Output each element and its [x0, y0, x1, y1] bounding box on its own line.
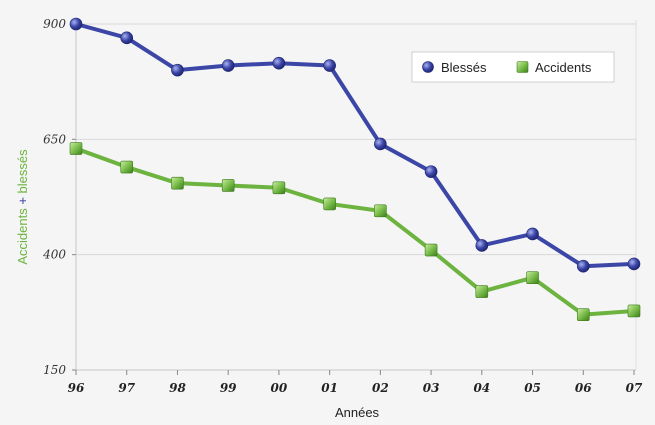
x-tick-label: 06 [575, 381, 592, 395]
legend-marker-accidents [516, 61, 529, 73]
data-point-accidents [272, 181, 286, 195]
grid [72, 20, 637, 375]
x-tick-label: 04 [473, 381, 490, 395]
data-point-blesses [272, 56, 286, 70]
y-axis-title-part: + [15, 193, 30, 208]
x-tick-label: 00 [271, 381, 288, 395]
y-tick-label: 900 [43, 17, 66, 31]
data-point-accidents [424, 243, 438, 257]
x-tick-label: 99 [220, 381, 237, 395]
data-point-blesses [69, 17, 83, 31]
y-axis-title: Accidents + blessés [15, 149, 30, 265]
data-point-accidents [475, 285, 489, 298]
data-point-blesses [374, 137, 387, 151]
x-tick-label: 96 [68, 381, 85, 395]
data-point-blesses [171, 63, 184, 77]
data-point-accidents [171, 176, 184, 190]
series [69, 17, 641, 321]
x-axis-title: Années [335, 405, 380, 420]
legend-label-accidents: Accidents [535, 60, 592, 75]
data-point-accidents [120, 160, 134, 174]
data-point-accidents [576, 308, 590, 321]
data-point-blesses [627, 257, 641, 271]
x-tick-label: 03 [423, 381, 440, 395]
series-line-blesses [75, 22, 635, 269]
data-point-blesses [424, 165, 438, 178]
data-point-blesses [120, 31, 134, 45]
x-tick-label: 02 [372, 381, 389, 395]
x-tick-label: 01 [321, 381, 338, 395]
legend: Blessés Accidents [411, 51, 615, 83]
y-axis-ticks: 150 400 650 900 [42, 17, 66, 377]
data-point-blesses [576, 259, 590, 273]
y-axis-title-part: blessés [15, 149, 30, 194]
data-point-blesses [526, 227, 539, 241]
series-line-accidents [75, 146, 635, 317]
data-point-blesses [475, 239, 489, 252]
data-point-blesses [323, 59, 336, 72]
legend-label-blesses: Blessés [441, 60, 487, 75]
x-tick-label: 05 [524, 381, 541, 395]
data-point-accidents [69, 142, 83, 155]
data-point-accidents [374, 204, 387, 218]
data-point-blesses [221, 59, 235, 72]
y-tick-label: 150 [43, 363, 66, 377]
data-point-accidents [323, 197, 336, 211]
data-point-accidents [221, 179, 235, 192]
y-axis-title-part: Accidents [15, 208, 30, 265]
y-tick-label: 400 [42, 248, 66, 262]
x-tick-label: 98 [169, 381, 186, 395]
data-point-accidents [627, 304, 641, 318]
x-axis-ticks: 96 97 98 99 00 01 02 03 04 05 06 07 [68, 381, 643, 395]
x-tick-label: 07 [626, 381, 643, 395]
x-tick-label: 97 [118, 381, 135, 395]
legend-box [411, 51, 615, 83]
data-point-accidents [526, 271, 539, 285]
y-tick-label: 650 [43, 132, 66, 146]
legend-marker-blesses [422, 61, 434, 73]
